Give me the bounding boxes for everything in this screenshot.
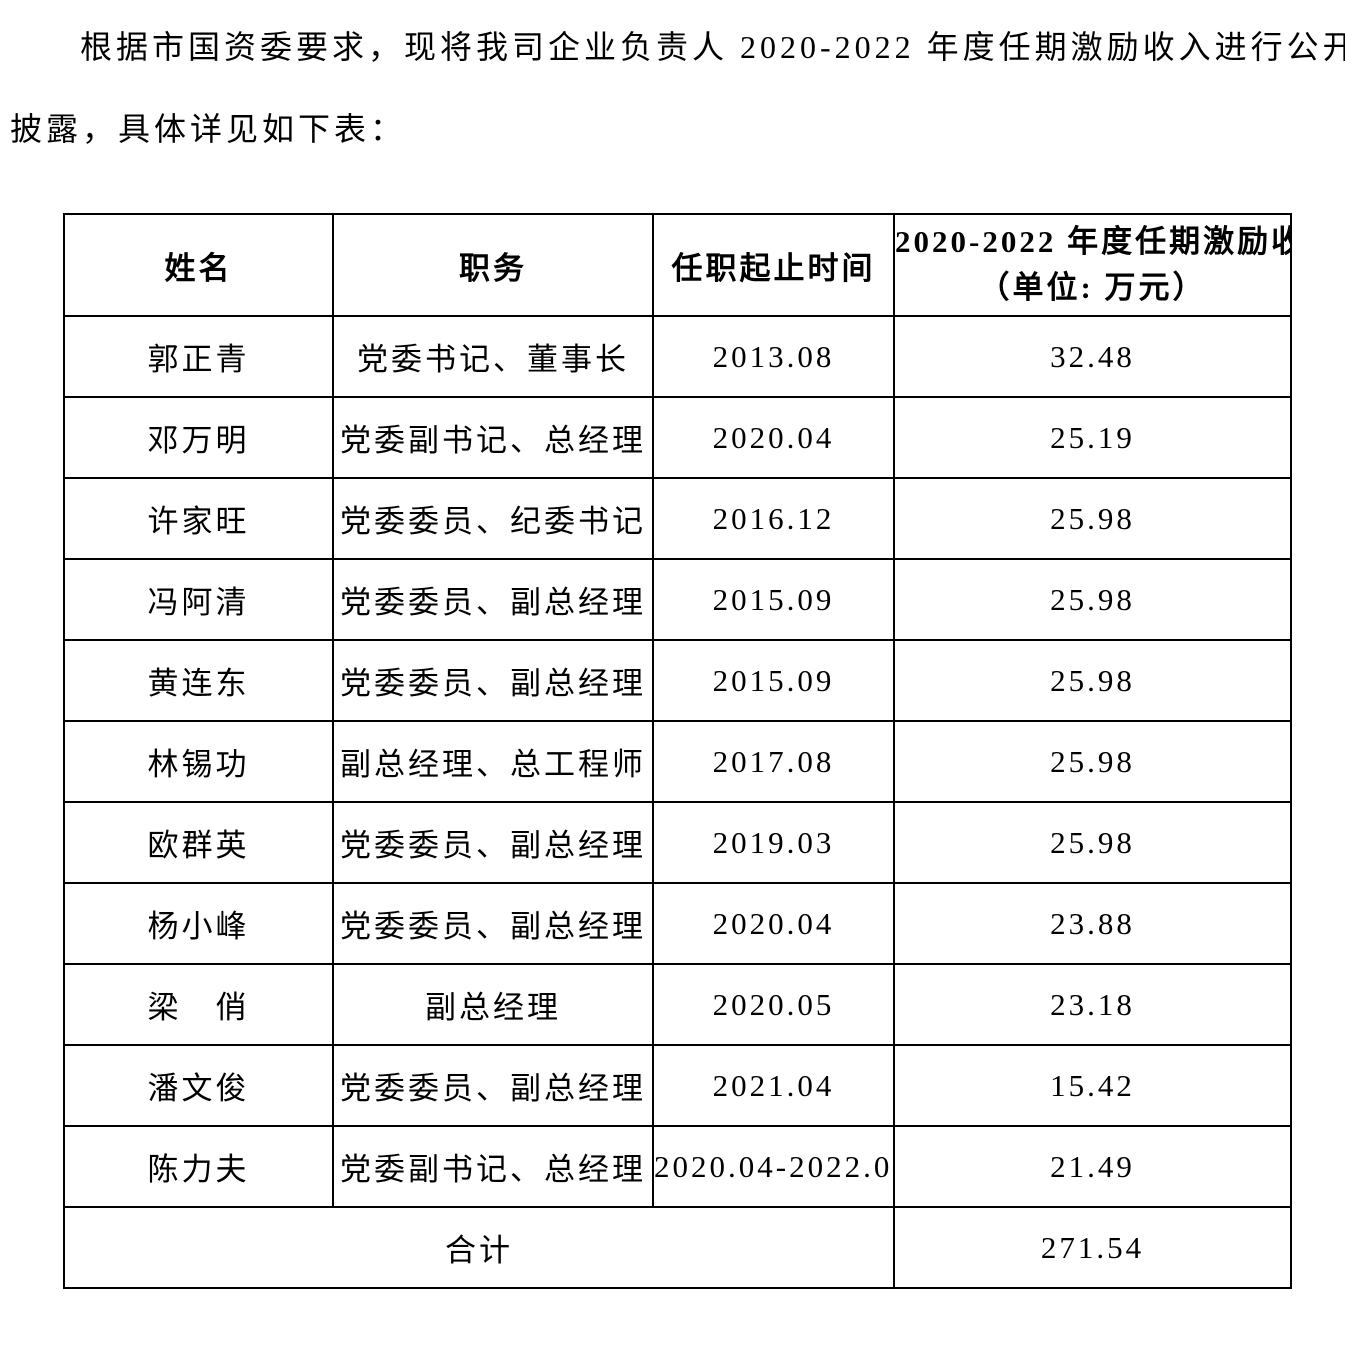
table-row: 冯阿清 党委委员、副总经理 2015.09 25.98 [63,558,1292,641]
table-row: 杨小峰 党委委员、副总经理 2020.04 23.88 [63,882,1292,965]
income-cell: 15.42 [893,1044,1292,1127]
name-cell: 梁 俏 [63,963,334,1046]
income-cell: 21.49 [893,1125,1292,1208]
table-row: 黄连东 党委委员、副总经理 2015.09 25.98 [63,639,1292,722]
table-row: 许家旺 党委委员、纪委书记 2016.12 25.98 [63,477,1292,560]
income-cell: 25.98 [893,558,1292,641]
name-cell: 杨小峰 [63,882,334,965]
income-cell: 25.19 [893,396,1292,479]
income-cell: 32.48 [893,315,1292,398]
table-row: 欧群英 党委委员、副总经理 2019.03 25.98 [63,801,1292,884]
term-cell: 2013.08 [652,315,895,398]
term-cell: 2015.09 [652,558,895,641]
header-term: 任职起止时间 [652,213,895,317]
name-cell: 冯阿清 [63,558,334,641]
name-cell: 潘文俊 [63,1044,334,1127]
name-cell: 黄连东 [63,639,334,722]
intro-line-1: 根据市国资委要求，现将我司企业负责人 2020-2022 年度任期激励收入进行公… [80,29,1345,65]
income-cell: 23.18 [893,963,1292,1046]
term-cell: 2019.03 [652,801,895,884]
total-label-cell: 合计 [63,1206,895,1289]
term-cell: 2016.12 [652,477,895,560]
header-income-line2: （单位: 万元） [978,270,1207,305]
position-cell: 党委委员、副总经理 [332,801,654,884]
position-cell: 党委委员、副总经理 [332,639,654,722]
name-cell: 陈力夫 [63,1125,334,1208]
header-income-line1: 2020-2022 年度任期激励收入 [895,224,1289,259]
name-cell: 欧群英 [63,801,334,884]
intro-line-2: 披露，具体详见如下表： [10,111,407,147]
position-cell: 党委委员、副总经理 [332,1044,654,1127]
position-cell: 副总经理 [332,963,654,1046]
position-cell: 党委委员、纪委书记 [332,477,654,560]
table-row: 陈力夫 党委副书记、总经理 2020.04-2022.04 21.49 [63,1125,1292,1208]
table-row: 梁 俏 副总经理 2020.05 23.18 [63,963,1292,1046]
income-cell: 25.98 [893,801,1292,884]
name-cell: 郭正青 [63,315,334,398]
term-cell: 2015.09 [652,639,895,722]
table-row: 邓万明 党委副书记、总经理 2020.04 25.19 [63,396,1292,479]
compensation-table: 姓名 职务 任职起止时间 2020-2022 年度任期激励收入 （单位: 万元）… [63,213,1292,1289]
position-cell: 党委副书记、总经理 [332,396,654,479]
position-cell: 党委书记、董事长 [332,315,654,398]
table-row: 郭正青 党委书记、董事长 2013.08 32.48 [63,315,1292,398]
income-cell: 25.98 [893,639,1292,722]
table-row: 潘文俊 党委委员、副总经理 2021.04 15.42 [63,1044,1292,1127]
position-cell: 党委副书记、总经理 [332,1125,654,1208]
income-cell: 25.98 [893,720,1292,803]
intro-paragraph: 根据市国资委要求，现将我司企业负责人 2020-2022 年度任期激励收入进行公… [10,6,1345,170]
total-row: 合计 271.54 [63,1206,1292,1289]
position-cell: 党委委员、副总经理 [332,882,654,965]
income-cell: 25.98 [893,477,1292,560]
table-header-row: 姓名 职务 任职起止时间 2020-2022 年度任期激励收入 （单位: 万元） [63,213,1292,317]
header-name: 姓名 [63,213,334,317]
position-cell: 副总经理、总工程师 [332,720,654,803]
name-cell: 林锡功 [63,720,334,803]
position-cell: 党委委员、副总经理 [332,558,654,641]
income-cell: 23.88 [893,882,1292,965]
header-income: 2020-2022 年度任期激励收入 （单位: 万元） [893,213,1292,317]
term-cell: 2020.05 [652,963,895,1046]
term-cell: 2020.04 [652,882,895,965]
term-cell: 2017.08 [652,720,895,803]
name-cell: 许家旺 [63,477,334,560]
term-cell: 2020.04 [652,396,895,479]
term-cell: 2020.04-2022.04 [652,1125,895,1208]
table-row: 林锡功 副总经理、总工程师 2017.08 25.98 [63,720,1292,803]
term-cell: 2021.04 [652,1044,895,1127]
header-position: 职务 [332,213,654,317]
name-cell: 邓万明 [63,396,334,479]
total-value-cell: 271.54 [893,1206,1292,1289]
